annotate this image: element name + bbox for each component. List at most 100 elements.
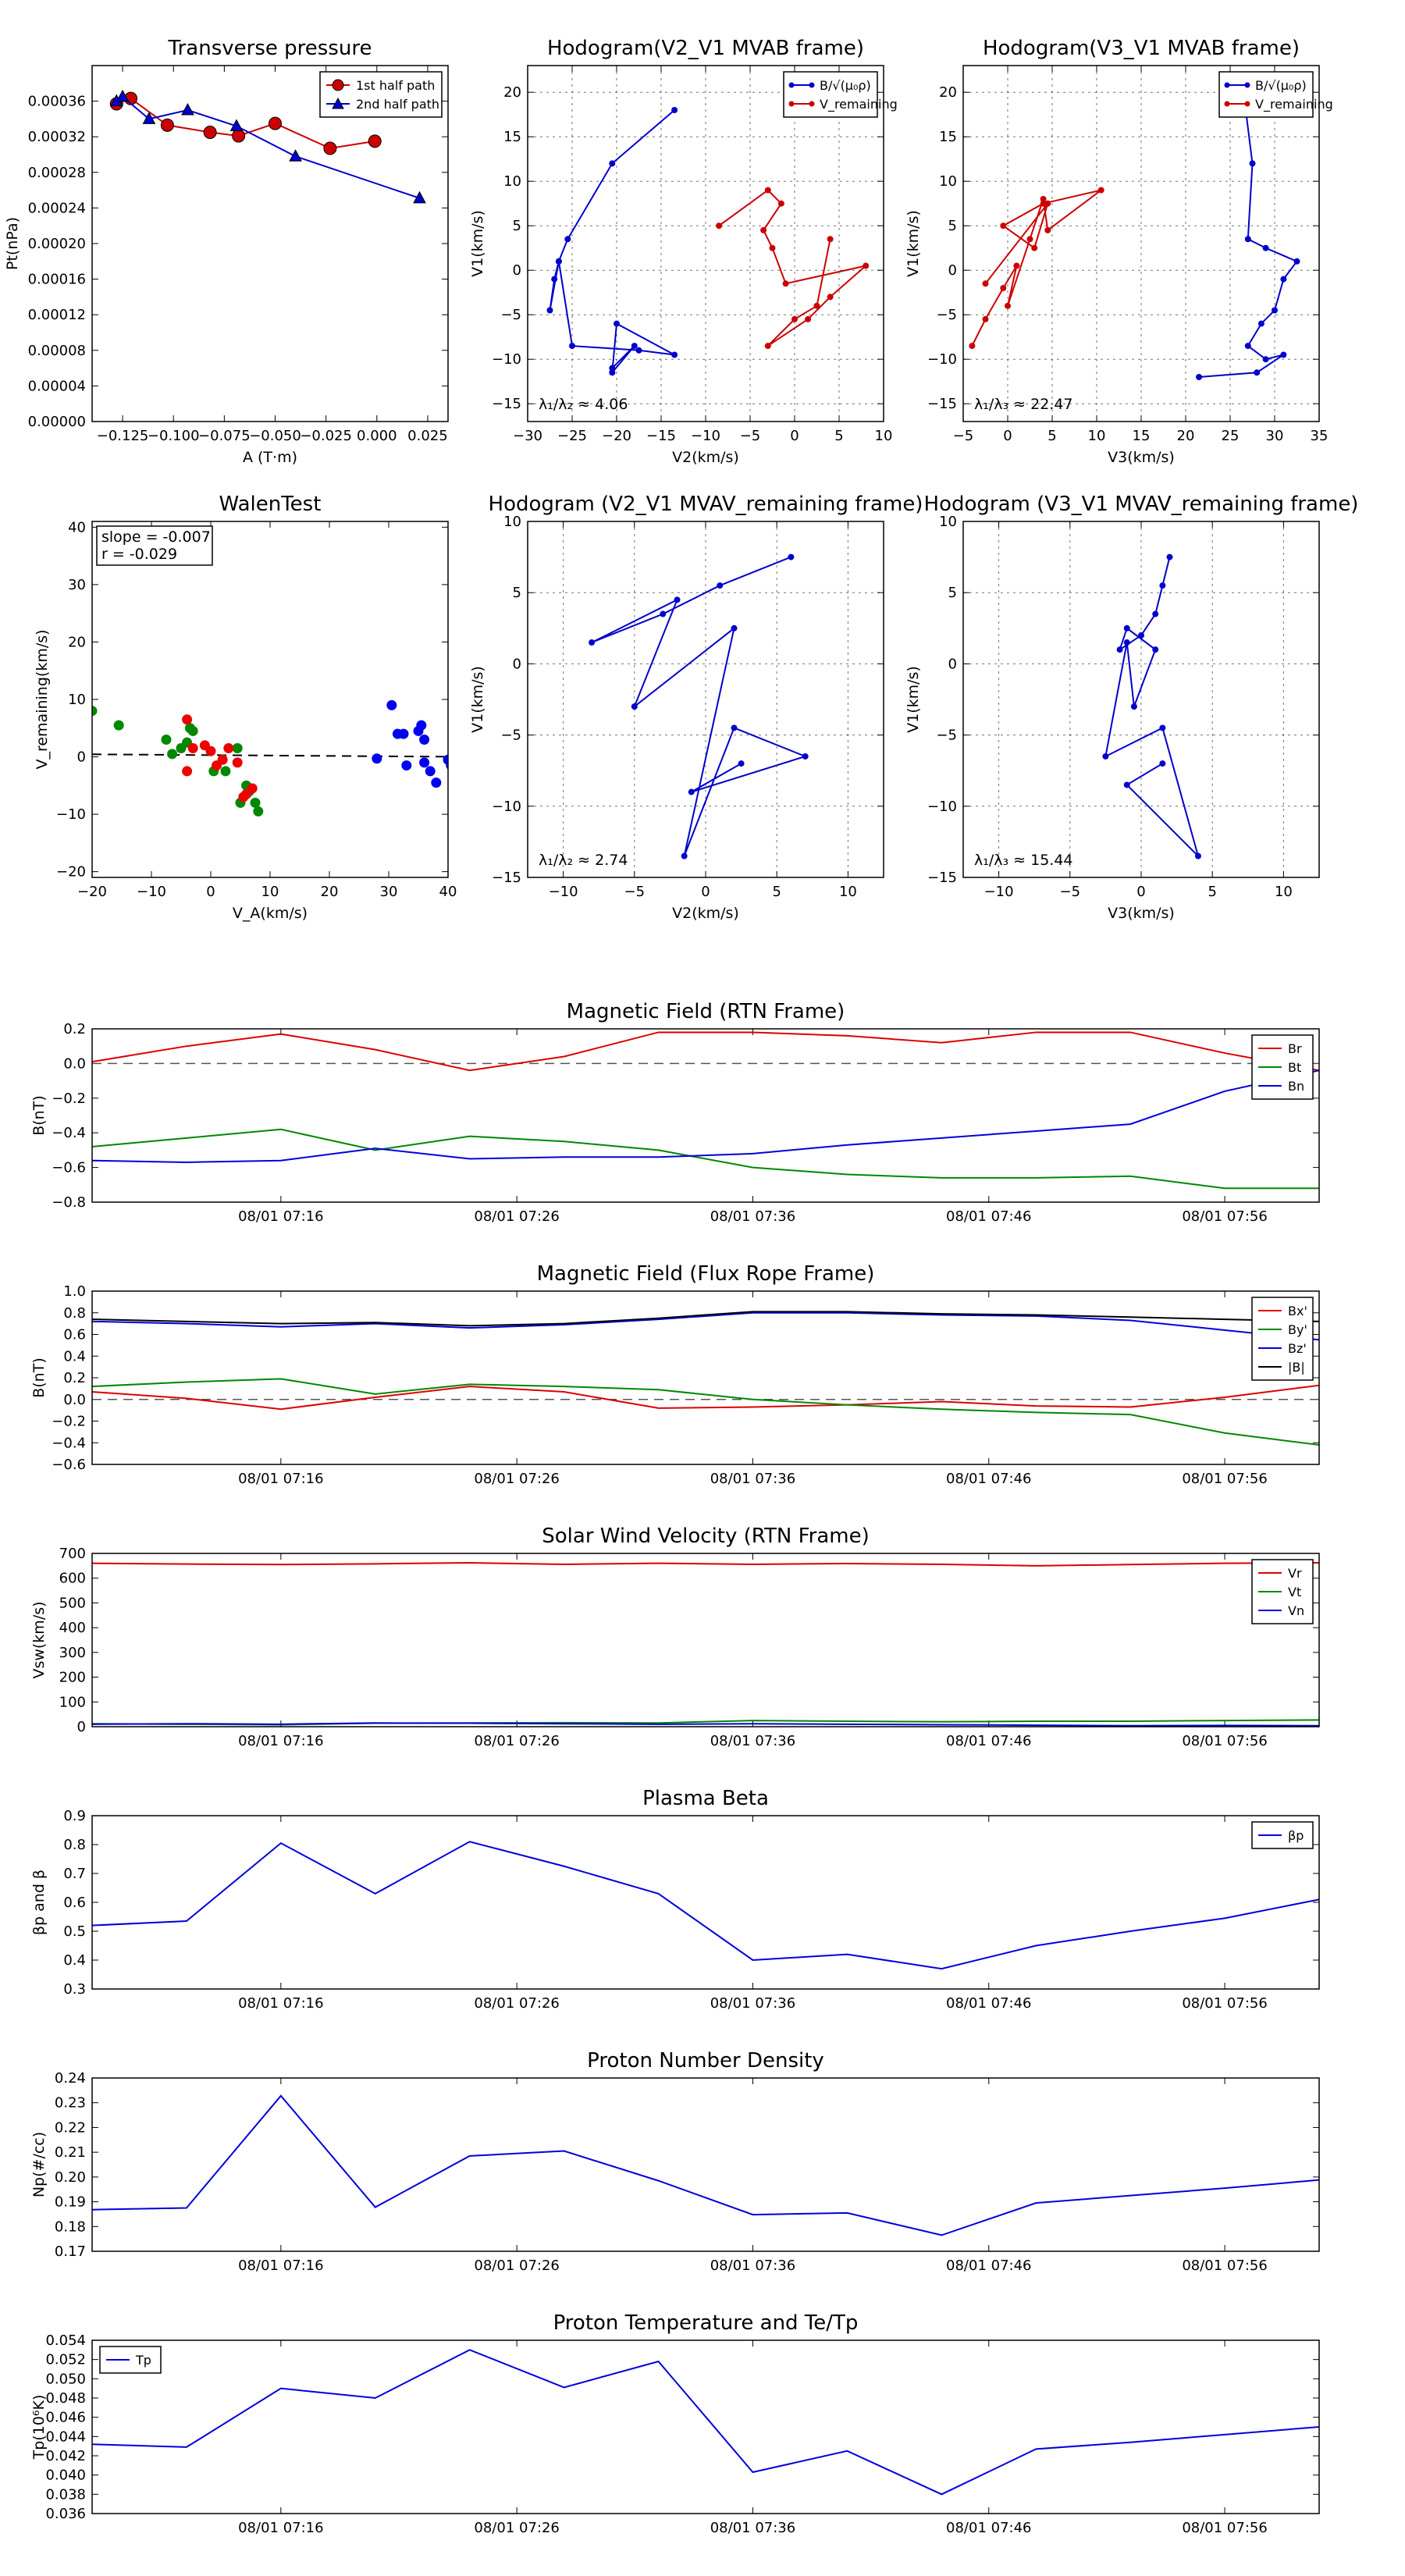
x-tick-label: 0.000: [357, 428, 397, 444]
plot-area: [92, 1841, 1319, 1970]
plot-area: [92, 1031, 1319, 1190]
data-point: [764, 343, 771, 350]
data-point: [688, 788, 695, 795]
y-tick-label: 300: [59, 1645, 86, 1661]
chart-mag_fr: Magnetic Field (Flux Rope Frame) 08/01 07…: [30, 1262, 1320, 1487]
x-tick-label: 30: [1266, 428, 1284, 444]
data-point: [589, 639, 596, 646]
data-point: [769, 244, 776, 251]
legend-label: |B|: [1288, 1360, 1305, 1375]
y-tick-label: 0.040: [45, 2467, 86, 2484]
series-line: [591, 556, 808, 857]
data-point: [1097, 187, 1104, 194]
series-line: [1199, 92, 1299, 378]
data-point: [1159, 582, 1166, 589]
legend-box: [99, 2346, 162, 2374]
legend-label: 2nd half path: [356, 97, 439, 112]
x-axis-label: A (T·m): [243, 449, 297, 466]
y-tick-label: 0.18: [55, 2218, 86, 2235]
y-tick-label: 200: [59, 1670, 86, 1686]
y-tick-label: 0.00008: [28, 343, 86, 359]
y-tick-label: 0.23: [55, 2095, 86, 2112]
x-tick-label: 08/01 07:36: [710, 1733, 795, 1749]
y-tick-label: 0.00020: [28, 236, 86, 252]
x-axis-label: V2(km/s): [672, 449, 739, 466]
chart-title: Proton Temperature and Te/Tp: [553, 2311, 859, 2335]
x-tick-label: 10: [1275, 884, 1293, 900]
y-tick-label: 500: [59, 1595, 86, 1611]
data-point: [425, 766, 436, 777]
x-tick-label: −5: [740, 428, 761, 444]
legend-label: By': [1288, 1322, 1307, 1337]
y-tick-label: 15: [503, 129, 521, 145]
series-line: [92, 1841, 1319, 1970]
legend-label: Vt: [1288, 1585, 1301, 1599]
y-axis-label: V_remaining(km/s): [34, 629, 51, 769]
x-tick-label: −5: [624, 884, 646, 900]
data-point: [969, 343, 976, 350]
series-vremaining: [716, 187, 870, 350]
data-point: [116, 89, 130, 102]
legend-label: Bn: [1288, 1079, 1304, 1094]
data-point: [1166, 553, 1173, 560]
y-tick-label: 10: [68, 692, 86, 708]
chart-h4: Hodogram (V3_V1 MVAV_remaining frame) −10…: [905, 493, 1358, 922]
data-point: [1000, 222, 1007, 229]
y-tick-label: 0.20: [55, 2169, 86, 2186]
x-tick-label: 08/01 07:36: [710, 1995, 795, 2012]
fit-line: [92, 753, 448, 758]
series-line: [92, 1128, 1319, 1190]
x-axis-label: V3(km/s): [1108, 449, 1175, 466]
x-tick-label: 08/01 07:56: [1182, 1995, 1267, 2012]
x-tick-label: 08/01 07:56: [1182, 1471, 1267, 1487]
x-tick-label: 5: [772, 884, 781, 900]
data-point: [717, 582, 724, 589]
data-point: [614, 320, 620, 327]
plot-area: [1102, 553, 1201, 859]
data-point: [232, 757, 243, 768]
y-tick-label: 0.17: [55, 2243, 86, 2260]
x-tick-label: −20: [77, 884, 107, 900]
data-point: [416, 720, 427, 731]
data-point: [1040, 196, 1047, 202]
ratio-annotation: λ₁/λ₃ ≈ 15.44: [974, 852, 1073, 869]
y-tick-label: 0.6: [63, 1895, 86, 1911]
x-tick-label: 0: [1003, 428, 1012, 444]
data-point: [232, 129, 246, 143]
legend-marker: [332, 97, 344, 109]
x-tick-label: 08/01 07:26: [474, 2520, 559, 2536]
y-tick-label: −15: [927, 396, 957, 412]
data-point: [609, 365, 616, 372]
data-point: [1196, 374, 1203, 380]
series-s1: [182, 714, 258, 802]
legend: 1st half path 2nd half path: [319, 71, 443, 118]
y-axis-label: Pt(nPa): [4, 217, 21, 270]
y-tick-label: 10: [503, 514, 521, 530]
data-point: [1116, 646, 1123, 653]
y-tick-label: −15: [492, 870, 521, 886]
legend-marker: [788, 101, 795, 107]
chart-title: Transverse pressure: [168, 37, 372, 60]
axes-frame: [91, 2339, 1320, 2514]
y-tick-label: −5: [500, 307, 521, 323]
x-tick-label: 0: [1136, 884, 1145, 900]
data-point: [205, 745, 216, 756]
y-tick-label: 0.00036: [28, 94, 86, 110]
data-point: [250, 797, 261, 808]
data-point: [551, 276, 558, 283]
data-point: [220, 766, 231, 777]
y-axis-label: V1(km/s): [469, 666, 486, 733]
series-vr: [92, 1562, 1319, 1567]
legend-label: Br: [1288, 1041, 1302, 1056]
legend-marker: [1224, 101, 1230, 107]
legend-label: Vr: [1288, 1566, 1302, 1581]
y-tick-label: 100: [59, 1694, 86, 1710]
data-point: [631, 703, 638, 710]
x-tick-label: 08/01 07:56: [1182, 1208, 1267, 1225]
x-tick-label: 10: [261, 884, 279, 900]
data-point: [827, 236, 834, 243]
x-tick-label: 08/01 07:46: [946, 1471, 1031, 1487]
y-tick-label: −0.2: [52, 1091, 86, 1107]
x-tick-label: −0.075: [198, 428, 251, 444]
